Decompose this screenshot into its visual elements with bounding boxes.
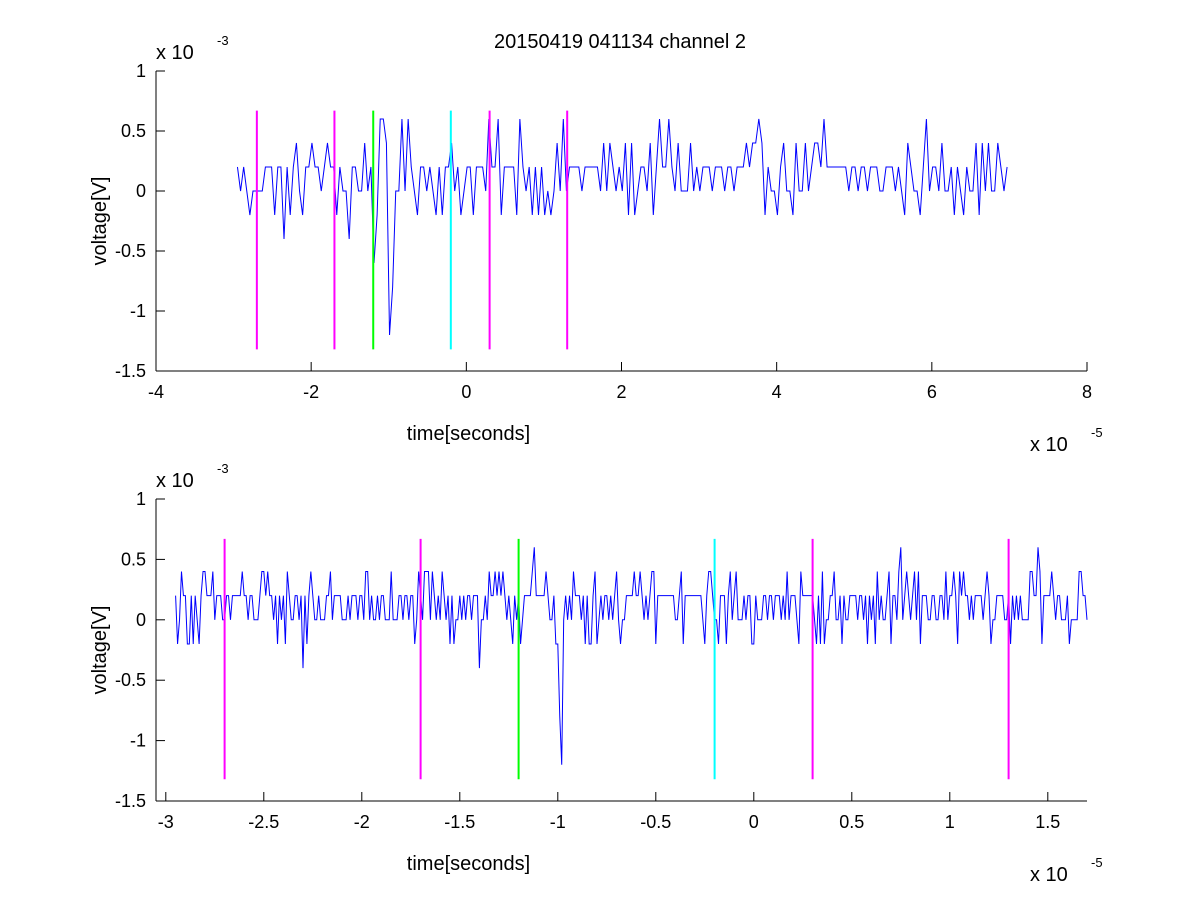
y-tick-label: -0.5 bbox=[115, 670, 146, 690]
signal-trace bbox=[175, 547, 1088, 765]
y-tick-label: -1.5 bbox=[115, 361, 146, 381]
y-tick-label: 1 bbox=[136, 61, 146, 81]
x-tick-label: -2.5 bbox=[248, 812, 279, 832]
x-tick-label: 0.5 bbox=[839, 812, 864, 832]
x-tick-label: 1.5 bbox=[1035, 812, 1060, 832]
y-tick-label: 0 bbox=[136, 181, 146, 201]
bottom-plot: -3 -2.5 -2 -1.5 -1 -0.5 0 0.5 1 1.5 -1.5 -1 -0.5 0 0.5… bbox=[89, 461, 1103, 886]
x-tick-label: 8 bbox=[1082, 382, 1092, 402]
signal-trace bbox=[236, 118, 1008, 336]
figure-title: 20150419 041134 channel 2 bbox=[494, 31, 746, 53]
x-axis-label: time[seconds] bbox=[407, 423, 530, 445]
y-tick-label: 0.5 bbox=[121, 549, 146, 569]
x-tick-label: 2 bbox=[616, 382, 626, 402]
y-exponent-power: -3 bbox=[217, 461, 229, 476]
y-exponent-multiplier: x 10 bbox=[156, 42, 194, 64]
y-tick-label: 0.5 bbox=[121, 121, 146, 141]
y-tick-label: -1 bbox=[130, 301, 146, 321]
y-exponent-power: -3 bbox=[217, 33, 229, 48]
x-tick-label: 0 bbox=[461, 382, 471, 402]
x-tick-label: -2 bbox=[303, 382, 319, 402]
x-exponent-power: -5 bbox=[1091, 425, 1103, 440]
x-tick-label: -1 bbox=[550, 812, 566, 832]
x-axis-label: time[seconds] bbox=[407, 853, 530, 875]
y-axis-label: voltage[V] bbox=[89, 177, 111, 266]
x-exponent-power: -5 bbox=[1091, 855, 1103, 870]
y-tick-label: 0 bbox=[136, 610, 146, 630]
x-exponent-multiplier: x 10 bbox=[1030, 864, 1068, 886]
y-exponent-multiplier: x 10 bbox=[156, 470, 194, 492]
x-tick-label: -4 bbox=[148, 382, 164, 402]
x-tick-label: -2 bbox=[354, 812, 370, 832]
x-tick-label: -1.5 bbox=[444, 812, 475, 832]
x-tick-label: -0.5 bbox=[640, 812, 671, 832]
x-exponent-multiplier: x 10 bbox=[1030, 434, 1068, 456]
x-tick-label: 1 bbox=[945, 812, 955, 832]
x-tick-label: -3 bbox=[158, 812, 174, 832]
x-tick-label: 6 bbox=[927, 382, 937, 402]
top-plot: -4 -2 0 2 4 6 8 -1.5 -1 -0.5 0 0.5 1 time[seconds] vol… bbox=[89, 33, 1103, 456]
y-tick-label: -1 bbox=[130, 731, 146, 751]
y-tick-label: -0.5 bbox=[115, 241, 146, 261]
x-tick-label: 4 bbox=[772, 382, 782, 402]
x-tick-label: 0 bbox=[749, 812, 759, 832]
y-axis-label: voltage[V] bbox=[89, 606, 111, 695]
y-tick-label: -1.5 bbox=[115, 791, 146, 811]
y-tick-label: 1 bbox=[136, 489, 146, 509]
